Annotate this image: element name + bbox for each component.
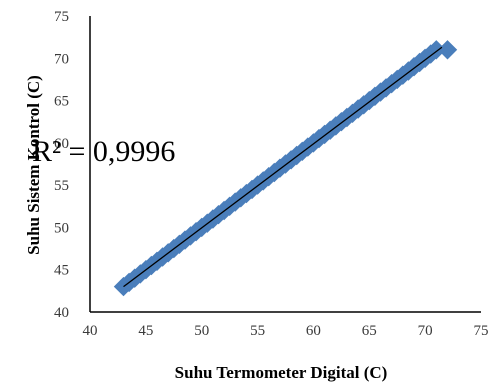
x-tick-label: 70	[418, 323, 433, 339]
x-tick-labels: 40 45 50 55 60 65 70 75	[83, 323, 489, 339]
x-tick-label: 55	[250, 323, 265, 339]
y-axis-title: Suhu Sistem Kontrol (C)	[24, 75, 43, 255]
x-tick-label: 60	[306, 323, 321, 339]
y-tick-label: 55	[54, 178, 69, 194]
x-tick-label: 65	[362, 323, 377, 339]
r-squared-annotation: R² = 0,9996	[32, 135, 175, 168]
x-tick-label: 40	[83, 323, 98, 339]
y-tick-label: 45	[54, 263, 69, 279]
y-tick-label: 60	[54, 136, 69, 152]
y-tick-label: 50	[54, 220, 69, 236]
x-tick-label: 75	[474, 323, 489, 339]
y-tick-label: 70	[54, 51, 69, 67]
axes	[89, 16, 481, 313]
y-tick-label: 75	[54, 9, 69, 25]
y-tick-labels: 40 45 50 55 60 65 70 75	[54, 9, 69, 321]
y-tick-label: 40	[54, 305, 69, 321]
x-tick-label: 45	[138, 323, 153, 339]
x-axis-title: Suhu Termometer Digital (C)	[175, 363, 388, 382]
trendline-layer	[123, 46, 443, 288]
trendline	[123, 46, 443, 288]
x-tick-label: 50	[194, 323, 209, 339]
y-tick-label: 65	[54, 94, 69, 110]
data-points	[113, 40, 458, 297]
data-point	[437, 40, 458, 60]
